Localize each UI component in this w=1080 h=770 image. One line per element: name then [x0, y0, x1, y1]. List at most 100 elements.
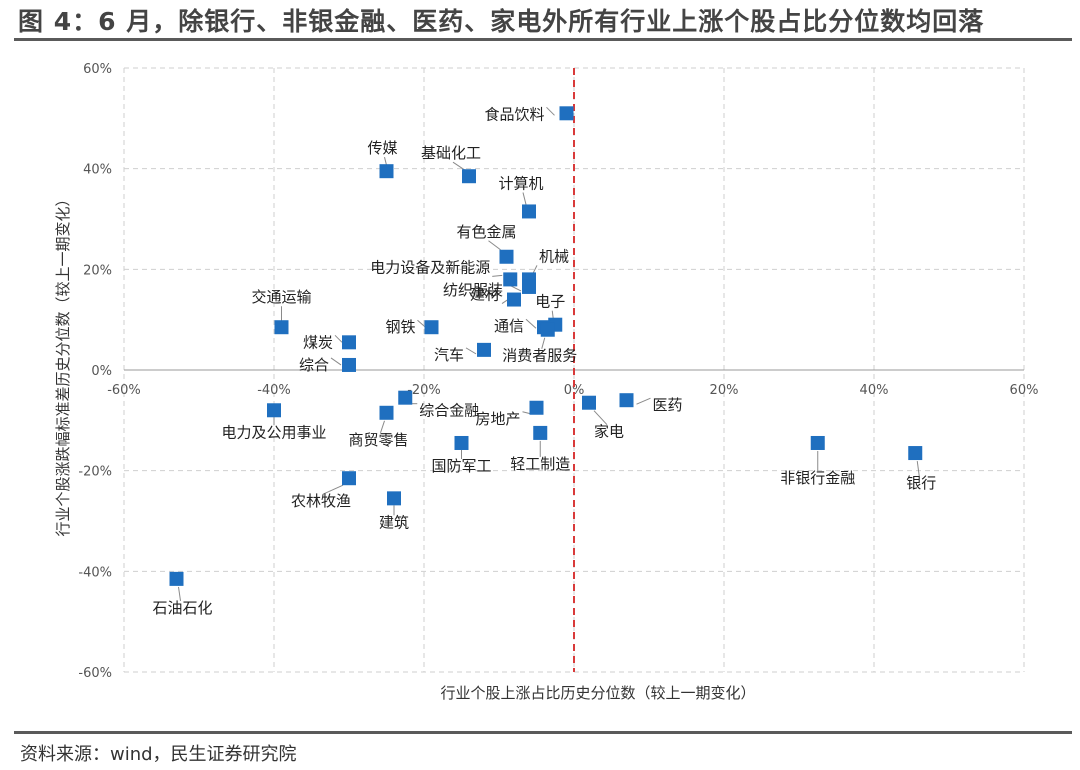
data-point-label: 非银行金融 [780, 469, 855, 487]
x-tick-label: -40% [257, 383, 291, 398]
data-point-marker [462, 169, 476, 184]
y-tick-labels: 60% 40% 20% 0% -20% -40% -60% [78, 62, 112, 681]
label-leader-line [916, 460, 920, 477]
data-point-marker [379, 405, 394, 420]
data-points [169, 106, 923, 586]
data-point-marker [477, 342, 491, 357]
label-leader-line [525, 318, 537, 329]
data-point-label: 钢铁 [385, 318, 415, 336]
data-point-marker [169, 571, 184, 586]
data-point-marker [274, 320, 289, 335]
label-leader-line [488, 240, 501, 251]
label-leader-line [593, 410, 608, 426]
data-point-marker [342, 357, 356, 372]
data-point-marker [559, 106, 574, 121]
data-point-label: 轻工制造 [510, 455, 570, 473]
data-point-label: 建材 [470, 286, 500, 304]
data-point-marker [342, 335, 356, 350]
data-point-label: 有色金属 [456, 223, 516, 241]
page-title: 图 4：6 月，除银行、非银金融、医药、家电外所有行业上涨个股占比分位数均回落 [18, 7, 985, 36]
label-leader-line [492, 274, 503, 277]
title-rule [14, 38, 1072, 41]
data-point-label: 医药 [653, 396, 683, 414]
data-point-label: 家电 [594, 423, 624, 441]
x-tick-label: -20% [407, 383, 441, 398]
y-tick-label: 20% [83, 263, 112, 278]
y-axis-label: 行业个股涨跌幅标准差历史分位数（较上一期变化） [54, 191, 72, 536]
label-leader-line [178, 586, 181, 601]
x-tick-label: -60% [107, 383, 141, 398]
data-point-marker [810, 435, 825, 450]
data-point-label: 农林牧渔 [291, 492, 351, 510]
data-point-marker [522, 204, 536, 219]
label-leader-line [380, 420, 385, 433]
data-point-label: 电力设备及新能源 [370, 258, 490, 276]
data-point-label: 银行 [906, 474, 936, 492]
label-leader-line [330, 357, 342, 366]
label-leader-line [334, 334, 343, 343]
data-point-label: 综合 [299, 356, 329, 374]
data-point-label: 建筑 [379, 513, 409, 531]
data-point-label: 消费者服务 [502, 347, 577, 365]
data-point-marker [908, 446, 923, 461]
data-point-label: 计算机 [498, 174, 543, 192]
data-point-marker [379, 164, 394, 179]
label-leader-line [522, 192, 527, 205]
data-point-marker [454, 435, 469, 450]
x-tick-label: 0% [564, 383, 585, 398]
label-leader-line [532, 265, 538, 274]
data-point-marker [533, 425, 548, 440]
label-leader-line [322, 484, 344, 495]
y-tick-label: -40% [78, 565, 112, 580]
x-tick-label: 40% [860, 383, 889, 398]
y-tick-label: 0% [91, 364, 112, 379]
label-leader-line [417, 319, 426, 328]
data-point-marker [522, 279, 536, 294]
label-leader-line [384, 157, 387, 166]
data-point-label: 煤炭 [303, 333, 333, 351]
y-tick-label: -20% [78, 465, 112, 480]
x-tick-label: 60% [1010, 383, 1039, 398]
data-point-marker [529, 400, 544, 415]
data-point-label: 综合金融 [419, 402, 479, 420]
label-leader-line [546, 106, 555, 116]
data-point-label: 电子 [535, 293, 565, 311]
y-tick-label: -60% [78, 666, 112, 681]
data-point-marker [398, 390, 413, 405]
data-point-label: 通信 [494, 317, 524, 335]
data-point-marker [507, 292, 521, 307]
label-leaders [178, 106, 920, 601]
y-tick-label: 60% [83, 62, 112, 77]
data-point-label: 传媒 [367, 139, 397, 157]
data-point-marker [540, 322, 555, 337]
scatter-chart: -60% -40% -20% 0% 20% 40% 60% 60%40%20%0%-20%-… [54, 62, 1038, 702]
source-note: 资料来源：wind，民生证券研究院 [20, 744, 297, 765]
x-tick-label: 20% [710, 383, 739, 398]
label-leader-line [465, 347, 477, 355]
data-point-marker [342, 471, 356, 486]
footer-rule [14, 731, 1072, 734]
label-leader-line [551, 310, 554, 319]
data-point-label: 汽车 [434, 346, 464, 364]
label-leader-line [522, 411, 531, 415]
data-point-label: 电力及公用事业 [221, 423, 326, 441]
data-point-marker [499, 249, 514, 264]
data-point-label: 交通运输 [251, 288, 311, 306]
data-point-label: 机械 [539, 247, 569, 265]
data-point-label: 房地产 [475, 410, 520, 428]
x-tick-labels: -60% -40% -20% 0% 20% 40% 60% [107, 383, 1038, 398]
data-point-label: 石油石化 [152, 599, 212, 617]
data-point-label: 国防军工 [431, 457, 491, 475]
label-leader-line [541, 337, 546, 349]
data-point-label: 食品饮料 [484, 105, 544, 123]
data-point-label: 基础化工 [421, 144, 481, 162]
data-point-label: 商贸零售 [348, 431, 408, 449]
x-axis-label: 行业个股上涨占比历史分位数（较上一期变化） [440, 684, 755, 702]
data-point-label: 纺织服装 [443, 281, 503, 299]
y-tick-label: 40% [83, 163, 112, 178]
label-leader-line [636, 397, 651, 405]
data-point-marker [503, 272, 518, 287]
data-point-marker [267, 403, 281, 418]
data-point-marker [424, 320, 439, 335]
